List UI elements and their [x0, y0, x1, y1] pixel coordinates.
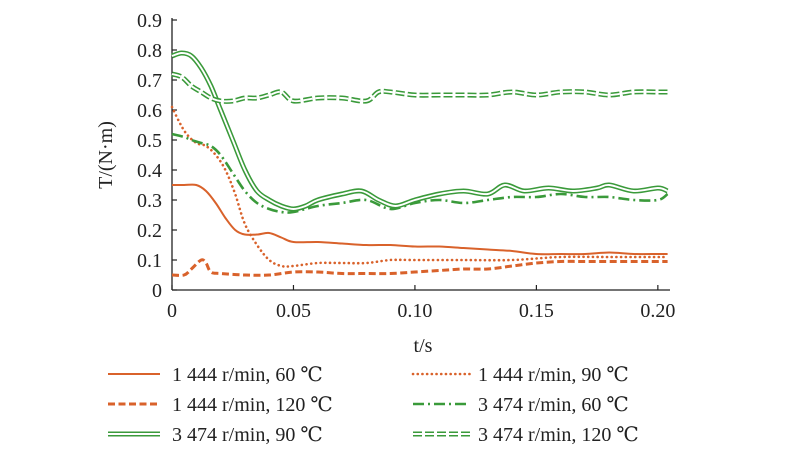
legend-item: 3 474 r/min, 120 ℃	[413, 424, 639, 446]
y-tick-label: 0.1	[137, 250, 162, 272]
x-tick-label: 0.15	[519, 300, 554, 322]
x-tick-label: 0.20	[640, 300, 675, 322]
legend-label: 1 444 r/min, 90 ℃	[478, 364, 629, 386]
y-tick-label: 0.3	[137, 190, 162, 212]
legend-label: 1 444 r/min, 120 ℃	[172, 394, 333, 416]
legend-item: 1 444 r/min, 60 ℃	[108, 364, 323, 386]
legend-item: 1 444 r/min, 120 ℃	[108, 394, 333, 416]
plot-area	[170, 50, 669, 277]
legend-label: 3 474 r/min, 60 ℃	[478, 394, 629, 416]
x-tick-label: 0.10	[397, 300, 432, 322]
legend-item: 3 474 r/min, 90 ℃	[108, 424, 323, 446]
y-tick-label: 0.9	[137, 10, 162, 32]
legend-label: 1 444 r/min, 60 ℃	[172, 364, 323, 386]
y-tick-label: 0.8	[137, 40, 162, 62]
series-line-3	[171, 258, 668, 277]
legend-item: 3 474 r/min, 60 ℃	[413, 394, 629, 416]
axes: 0 0.1 0.2 0.3 0.4 0.5 0.6 0.7 0.8 0.9 0 0.05 0.10 0.1…	[95, 10, 675, 357]
y-tick-label: 0.6	[137, 100, 162, 122]
series-line-4	[171, 132, 669, 214]
y-tick-label: 0.2	[137, 220, 162, 242]
legend-item: 1 444 r/min, 90 ℃	[411, 364, 629, 386]
legend-label: 3 474 r/min, 120 ℃	[478, 424, 639, 446]
y-tick-label: 0.4	[137, 160, 162, 182]
y-tick-label: 0.5	[137, 130, 162, 152]
series-line-6	[171, 71, 668, 104]
x-tick-label: 0.05	[276, 300, 311, 322]
legend-label: 3 474 r/min, 90 ℃	[172, 424, 323, 446]
y-axis-title: T/(N·m)	[95, 121, 117, 189]
y-tick-label: 0	[152, 280, 162, 302]
series-line-2	[170, 105, 669, 268]
series-line-1	[171, 183, 668, 256]
x-tick-label: 0	[167, 300, 177, 322]
series-line-5	[171, 50, 669, 212]
x-axis-title: t/s	[414, 335, 433, 357]
y-tick-label: 0.7	[137, 70, 162, 92]
legend: 1 444 r/min, 60 ℃ 1 444 r/min, 90 ℃ 1 444 …	[108, 364, 639, 446]
